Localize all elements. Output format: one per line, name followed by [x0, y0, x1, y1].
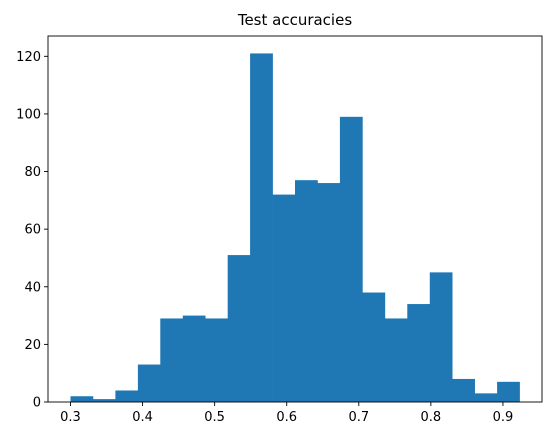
histogram-bar-15: [407, 304, 431, 402]
histogram-bar-4: [160, 318, 184, 402]
x-axis: 0.3 0.4 0.5 0.6 0.7 0.8 0.9: [60, 402, 513, 425]
histogram-bar-14: [384, 318, 408, 402]
histogram-bar-2: [115, 390, 139, 402]
y-tick-label-3: 60: [24, 223, 41, 238]
histogram-bar-19: [497, 381, 520, 402]
y-tick-label-6: 120: [16, 50, 41, 65]
y-tick-label-4: 80: [24, 165, 41, 180]
histogram-bar-13: [362, 292, 386, 402]
histogram-bar-1: [92, 399, 116, 402]
histogram-bar-12: [339, 116, 363, 402]
histogram-bar-16: [429, 272, 453, 402]
y-tick-label-5: 100: [16, 107, 41, 122]
x-tick-label-4: 0.7: [348, 410, 369, 425]
x-tick-label-3: 0.6: [276, 410, 297, 425]
y-tick-label-0: 0: [33, 396, 41, 411]
histogram-bar-9: [272, 194, 296, 402]
x-tick-label-0: 0.3: [60, 410, 81, 425]
y-tick-label-2: 40: [24, 280, 41, 295]
x-tick-label-5: 0.8: [421, 410, 442, 425]
x-tick-label-2: 0.5: [204, 410, 225, 425]
bars-layer: [70, 53, 520, 403]
histogram-bar-6: [205, 318, 228, 402]
histogram-bar-17: [452, 378, 475, 402]
y-tick-label-1: 20: [24, 338, 41, 353]
histogram-bar-8: [250, 53, 273, 403]
chart-title: Test accuracies: [237, 11, 353, 29]
y-axis: 0 20 40 60 80 100 120: [16, 50, 48, 411]
histogram-bar-0: [70, 396, 94, 402]
histogram-bar-11: [317, 183, 341, 402]
x-tick-label-6: 0.9: [493, 410, 514, 425]
histogram-bar-7: [227, 255, 251, 402]
histogram-bar-5: [182, 315, 206, 402]
histogram-bar-10: [295, 180, 318, 402]
plot-frame: [47, 35, 543, 403]
histogram-bar-3: [137, 364, 161, 402]
x-tick-label-1: 0.4: [132, 410, 153, 425]
histogram-bar-18: [474, 393, 498, 402]
